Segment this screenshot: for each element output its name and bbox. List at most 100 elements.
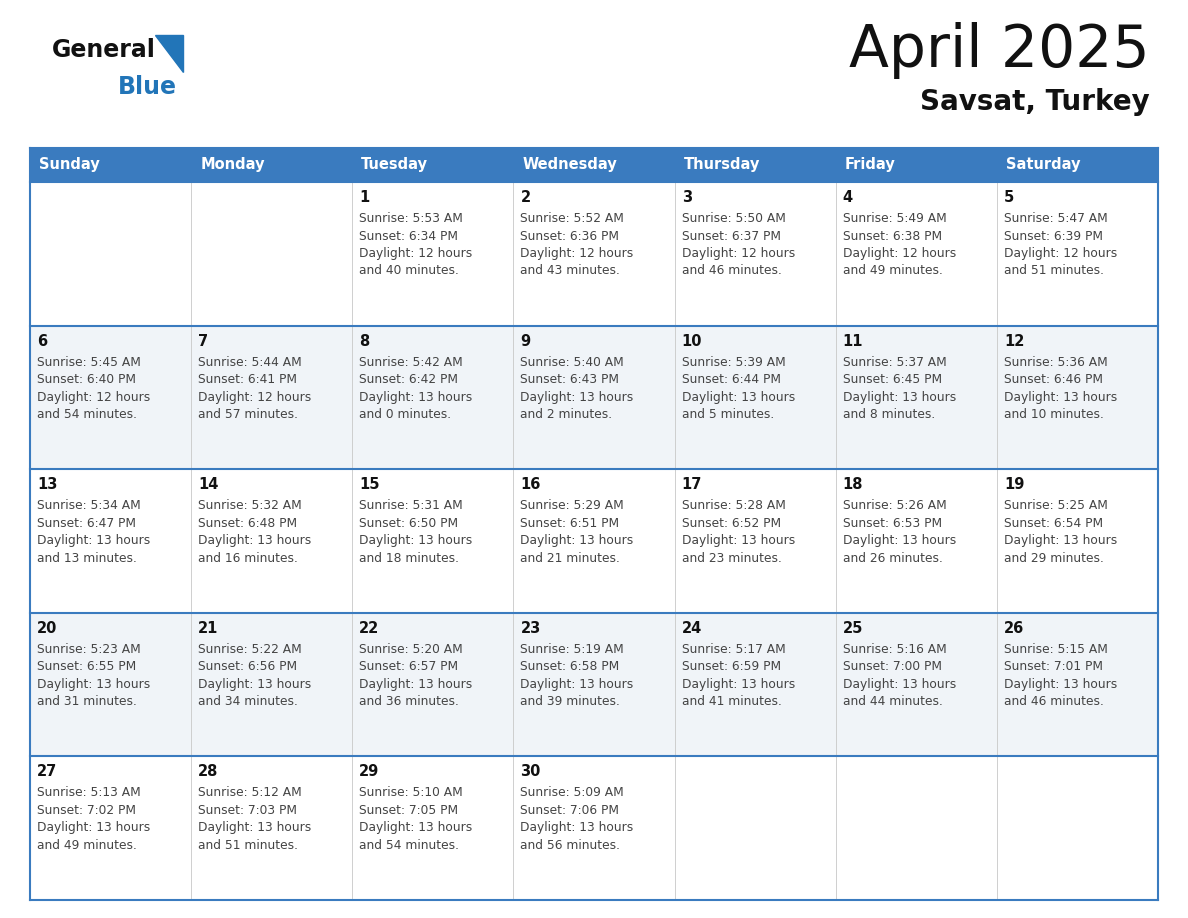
Text: Sunrise: 5:50 AM: Sunrise: 5:50 AM [682, 212, 785, 225]
Bar [353, 182, 513, 326]
Text: and 21 minutes.: and 21 minutes. [520, 552, 620, 565]
Text: Thursday: Thursday [683, 158, 760, 173]
Text: Sunset: 6:55 PM: Sunset: 6:55 PM [37, 660, 137, 673]
Text: and 2 minutes.: and 2 minutes. [520, 409, 613, 421]
Bar [30, 182, 191, 326]
Text: and 51 minutes.: and 51 minutes. [1004, 264, 1104, 277]
Text: Sunrise: 5:32 AM: Sunrise: 5:32 AM [198, 499, 302, 512]
Text: Sunrise: 5:37 AM: Sunrise: 5:37 AM [842, 355, 947, 369]
Bar [675, 756, 835, 900]
Text: and 43 minutes.: and 43 minutes. [520, 264, 620, 277]
Text: Savsat, Turkey: Savsat, Turkey [921, 88, 1150, 116]
Text: 29: 29 [359, 765, 379, 779]
Bar [30, 326, 191, 469]
Text: Sunset: 6:58 PM: Sunset: 6:58 PM [520, 660, 620, 673]
Text: Daylight: 13 hours: Daylight: 13 hours [198, 822, 311, 834]
Text: Sunrise: 5:22 AM: Sunrise: 5:22 AM [198, 643, 302, 655]
Text: Daylight: 13 hours: Daylight: 13 hours [37, 534, 150, 547]
Text: 24: 24 [682, 621, 702, 636]
Text: and 54 minutes.: and 54 minutes. [37, 409, 137, 421]
Bar [675, 182, 835, 326]
Text: Daylight: 13 hours: Daylight: 13 hours [682, 390, 795, 404]
Bar [353, 326, 513, 469]
Text: and 16 minutes.: and 16 minutes. [198, 552, 298, 565]
Text: 17: 17 [682, 477, 702, 492]
Bar [997, 182, 1158, 326]
Text: 5: 5 [1004, 190, 1015, 205]
Text: and 26 minutes.: and 26 minutes. [842, 552, 942, 565]
Text: Sunset: 6:36 PM: Sunset: 6:36 PM [520, 230, 619, 242]
Bar [835, 326, 997, 469]
Text: and 13 minutes.: and 13 minutes. [37, 552, 137, 565]
Text: Daylight: 13 hours: Daylight: 13 hours [359, 534, 473, 547]
Text: and 39 minutes.: and 39 minutes. [520, 695, 620, 709]
Text: Sunday: Sunday [39, 158, 100, 173]
Bar [353, 756, 513, 900]
Text: Sunset: 7:01 PM: Sunset: 7:01 PM [1004, 660, 1102, 673]
Text: 26: 26 [1004, 621, 1024, 636]
Text: and 40 minutes.: and 40 minutes. [359, 264, 459, 277]
Text: Sunrise: 5:16 AM: Sunrise: 5:16 AM [842, 643, 947, 655]
Bar [835, 756, 997, 900]
Text: Sunrise: 5:26 AM: Sunrise: 5:26 AM [842, 499, 947, 512]
Text: Sunrise: 5:25 AM: Sunrise: 5:25 AM [1004, 499, 1107, 512]
Text: and 0 minutes.: and 0 minutes. [359, 409, 451, 421]
Text: Sunrise: 5:13 AM: Sunrise: 5:13 AM [37, 787, 140, 800]
Bar [30, 148, 1158, 182]
Text: Wednesday: Wednesday [523, 158, 618, 173]
Text: and 54 minutes.: and 54 minutes. [359, 839, 460, 852]
Text: Daylight: 13 hours: Daylight: 13 hours [1004, 390, 1117, 404]
Text: Daylight: 13 hours: Daylight: 13 hours [682, 534, 795, 547]
Text: Sunset: 6:53 PM: Sunset: 6:53 PM [842, 517, 942, 530]
Text: Daylight: 13 hours: Daylight: 13 hours [198, 677, 311, 691]
Text: Sunrise: 5:42 AM: Sunrise: 5:42 AM [359, 355, 463, 369]
Text: 3: 3 [682, 190, 691, 205]
Bar [675, 326, 835, 469]
Text: Sunset: 6:59 PM: Sunset: 6:59 PM [682, 660, 781, 673]
Text: Daylight: 13 hours: Daylight: 13 hours [842, 534, 956, 547]
Text: Daylight: 12 hours: Daylight: 12 hours [1004, 247, 1117, 260]
Text: and 51 minutes.: and 51 minutes. [198, 839, 298, 852]
Text: Daylight: 13 hours: Daylight: 13 hours [359, 390, 473, 404]
Text: 12: 12 [1004, 333, 1024, 349]
Bar [30, 756, 191, 900]
Text: Daylight: 13 hours: Daylight: 13 hours [842, 677, 956, 691]
Text: Sunset: 6:37 PM: Sunset: 6:37 PM [682, 230, 781, 242]
Text: 30: 30 [520, 765, 541, 779]
Text: Sunset: 6:43 PM: Sunset: 6:43 PM [520, 373, 619, 386]
Text: Sunset: 6:41 PM: Sunset: 6:41 PM [198, 373, 297, 386]
Text: Sunrise: 5:28 AM: Sunrise: 5:28 AM [682, 499, 785, 512]
Text: Sunrise: 5:19 AM: Sunrise: 5:19 AM [520, 643, 624, 655]
Text: Sunrise: 5:40 AM: Sunrise: 5:40 AM [520, 355, 624, 369]
Text: Sunset: 6:52 PM: Sunset: 6:52 PM [682, 517, 781, 530]
Text: 8: 8 [359, 333, 369, 349]
Text: Sunset: 6:47 PM: Sunset: 6:47 PM [37, 517, 135, 530]
Text: Monday: Monday [200, 158, 265, 173]
Text: Sunrise: 5:34 AM: Sunrise: 5:34 AM [37, 499, 140, 512]
Polygon shape [154, 35, 183, 72]
Text: and 10 minutes.: and 10 minutes. [1004, 409, 1104, 421]
Text: Sunset: 6:42 PM: Sunset: 6:42 PM [359, 373, 459, 386]
Text: 27: 27 [37, 765, 57, 779]
Text: Daylight: 12 hours: Daylight: 12 hours [682, 247, 795, 260]
Text: 20: 20 [37, 621, 57, 636]
Text: Tuesday: Tuesday [361, 158, 429, 173]
Text: 25: 25 [842, 621, 864, 636]
Text: and 31 minutes.: and 31 minutes. [37, 695, 137, 709]
Text: April 2025: April 2025 [849, 22, 1150, 79]
Text: Daylight: 13 hours: Daylight: 13 hours [359, 822, 473, 834]
Text: Daylight: 13 hours: Daylight: 13 hours [520, 677, 633, 691]
Bar [353, 613, 513, 756]
Text: Sunset: 6:45 PM: Sunset: 6:45 PM [842, 373, 942, 386]
Text: Sunset: 6:51 PM: Sunset: 6:51 PM [520, 517, 620, 530]
Text: Daylight: 13 hours: Daylight: 13 hours [520, 390, 633, 404]
Text: Sunrise: 5:23 AM: Sunrise: 5:23 AM [37, 643, 140, 655]
Bar [191, 326, 353, 469]
Text: Daylight: 13 hours: Daylight: 13 hours [1004, 677, 1117, 691]
Text: 21: 21 [198, 621, 219, 636]
Text: Sunset: 6:48 PM: Sunset: 6:48 PM [198, 517, 297, 530]
Text: Daylight: 13 hours: Daylight: 13 hours [37, 822, 150, 834]
Text: Daylight: 13 hours: Daylight: 13 hours [37, 677, 150, 691]
Text: and 36 minutes.: and 36 minutes. [359, 695, 459, 709]
Text: Sunrise: 5:29 AM: Sunrise: 5:29 AM [520, 499, 624, 512]
